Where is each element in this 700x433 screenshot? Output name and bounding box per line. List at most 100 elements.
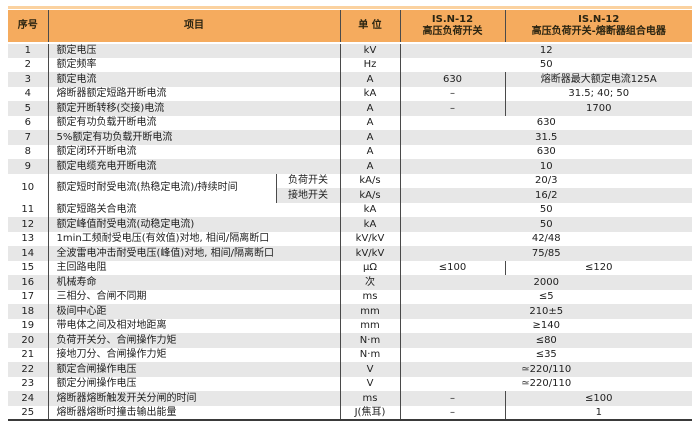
table-row: 接地开关 kA/s 16/2 — [8, 188, 692, 203]
item-label: 额定短时耐受电流(热稳定电流)/持续时间 — [47, 173, 276, 203]
header-combo: IS.N-12 高压负荷开关-熔断器组合电器 — [504, 10, 692, 43]
item-label: 额定合闸操作电压 — [47, 362, 340, 377]
header-combo-model: IS.N-12 — [578, 13, 620, 25]
table-row: 11 额定短路关合电流 kA 50 — [8, 202, 692, 217]
spec-value: 630 — [399, 115, 692, 130]
unit-value: A — [339, 159, 400, 174]
row-number: 13 — [8, 231, 48, 246]
row-number: 18 — [8, 304, 48, 319]
item-label: 额定开断转移(交接)电流 — [47, 101, 340, 116]
spec-value: 50 — [399, 202, 692, 217]
unit-value: kA — [339, 86, 400, 101]
spec-table: 序号 项目 单 位 IS.N-12 高压负荷开关 IS.N-12 高压负荷开关-… — [8, 10, 692, 421]
row-number: 7 — [8, 130, 48, 145]
row-number: 9 — [8, 159, 48, 174]
row-number: 23 — [8, 376, 48, 391]
unit-value: A — [339, 101, 400, 116]
row-number: 22 — [8, 362, 48, 377]
item-label: 1min工频耐受电压(有效值)对地, 相间/隔离断口 — [47, 231, 340, 246]
unit-value: A — [339, 72, 400, 87]
table-row: 6 额定有功负载开断电流 A 630 — [8, 115, 692, 130]
combo-value: 1700 — [504, 101, 692, 116]
unit-value: μΩ — [339, 260, 400, 275]
spec-value: ≃220/110 — [399, 376, 692, 391]
unit-value: A — [339, 115, 400, 130]
row-number: 19 — [8, 318, 48, 333]
unit-value: Hz — [339, 57, 400, 72]
combo-value: ≤120 — [504, 260, 692, 275]
item-label: 三相分、合闸不同期 — [47, 289, 340, 304]
row-number: 15 — [8, 260, 48, 275]
combo-value: ≤100 — [504, 391, 692, 406]
header-switch: IS.N-12 高压负荷开关 — [399, 10, 505, 43]
table-row: 1 额定电压 kV 12 — [8, 43, 692, 58]
spec-value: 50 — [399, 217, 692, 232]
item-label: 额定分闸操作电压 — [47, 376, 340, 391]
table-row: 7 5%额定有功负载开断电流 A 31.5 — [8, 130, 692, 145]
table-row: 21 接地刀分、合闸操作力矩 N·m ≤35 — [8, 347, 692, 362]
spec-value: 50 — [399, 57, 692, 72]
table-row: 13 1min工频耐受电压(有效值)对地, 相间/隔离断口 kV/kV 42/48 — [8, 231, 692, 246]
header-no: 序号 — [8, 10, 48, 43]
item-label: 全波雷电冲击耐受电压(峰值)对地, 相间/隔离断口 — [47, 246, 340, 261]
item-label: 额定电流 — [47, 72, 340, 87]
spec-value: 75/85 — [399, 246, 692, 261]
sub-item-label: 接地开关 — [275, 188, 340, 203]
unit-value: kV/kV — [339, 231, 400, 246]
header-unit: 单 位 — [339, 10, 400, 43]
table-row: 22 额定合闸操作电压 V ≃220/110 — [8, 362, 692, 377]
row-number: 3 — [8, 72, 48, 87]
spec-value: 16/2 — [399, 188, 692, 203]
table-row: 8 额定闭环开断电流 A 630 — [8, 144, 692, 159]
row-number: 24 — [8, 391, 48, 406]
spec-value: ≥140 — [399, 318, 692, 333]
unit-value: kA — [339, 217, 400, 232]
switch-value: – — [399, 405, 505, 420]
combo-value: 1 — [504, 405, 692, 420]
row-number: 16 — [8, 275, 48, 290]
item-label: 主回路电阻 — [47, 260, 340, 275]
header-row: 序号 项目 单 位 IS.N-12 高压负荷开关 IS.N-12 高压负荷开关-… — [8, 10, 692, 43]
unit-value: kV/kV — [339, 246, 400, 261]
table-header: 序号 项目 单 位 IS.N-12 高压负荷开关 IS.N-12 高压负荷开关-… — [8, 10, 692, 43]
table-row: 12 额定峰值耐受电流(动稳定电流) kA 50 — [8, 217, 692, 232]
switch-value: – — [399, 391, 505, 406]
row-number: 21 — [8, 347, 48, 362]
spec-value: 630 — [399, 144, 692, 159]
table-top-accent — [8, 6, 692, 9]
table-row: 4 熔断器额定短路开断电流 kA –31.5; 40; 50 — [8, 86, 692, 101]
row-number: 10 — [8, 173, 48, 203]
spec-value: 2000 — [399, 275, 692, 290]
unit-value: V — [339, 376, 400, 391]
unit-value: V — [339, 362, 400, 377]
table-row: 16 机械寿命次 2000 — [8, 275, 692, 290]
spec-value: ≃220/110 — [399, 362, 692, 377]
spec-value: ≤5 — [399, 289, 692, 304]
unit-value: kA/s — [339, 188, 400, 203]
item-label: 熔断器额定短路开断电流 — [47, 86, 340, 101]
row-number: 14 — [8, 246, 48, 261]
unit-value: 次 — [339, 275, 400, 290]
item-label: 额定短路关合电流 — [47, 202, 340, 217]
row-number: 5 — [8, 101, 48, 116]
table-row: 23 额定分闸操作电压 V ≃220/110 — [8, 376, 692, 391]
unit-value: N·m — [339, 347, 400, 362]
row-number: 6 — [8, 115, 48, 130]
table-row: 24 熔断器熔断触发开关分闸的时间 ms – ≤100 — [8, 391, 692, 406]
table-row: 18 极间中心距 mm 210±5 — [8, 304, 692, 319]
unit-value: ms — [339, 391, 400, 406]
row-number: 12 — [8, 217, 48, 232]
unit-value: mm — [339, 318, 400, 333]
unit-value: N·m — [339, 333, 400, 348]
table-row: 15 主回路电阻 μΩ ≤100 ≤120 — [8, 260, 692, 275]
switch-value: – — [399, 101, 505, 116]
unit-value: J(焦耳) — [339, 405, 400, 420]
spec-value: 12 — [399, 43, 692, 58]
sub-item-label: 负荷开关 — [275, 173, 340, 188]
switch-value: – — [399, 86, 505, 101]
unit-value: ms — [339, 289, 400, 304]
table-row: 17 三相分、合闸不同期 ms ≤5 — [8, 289, 692, 304]
header-combo-name: 高压负荷开关-熔断器组合电器 — [531, 26, 666, 37]
row-number: 8 — [8, 144, 48, 159]
